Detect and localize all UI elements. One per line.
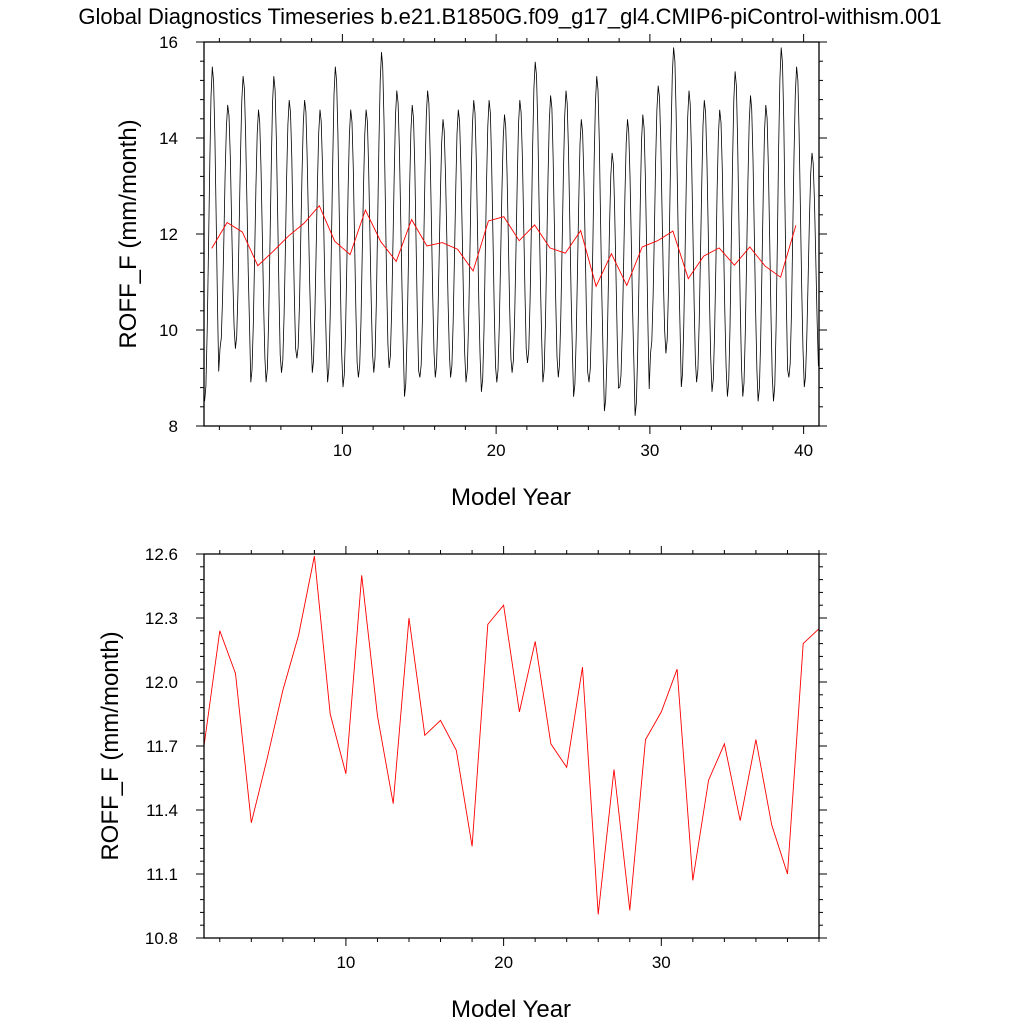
panel-2-x-axis-label: Model Year (451, 996, 571, 1023)
x-tick-label: 30 (652, 953, 671, 972)
y-tick-label: 12.3 (145, 609, 178, 628)
y-tick-label: 14 (159, 129, 178, 148)
y-tick-label: 16 (159, 33, 178, 52)
y-tick-label: 8 (169, 417, 178, 436)
panel-2-series (203, 556, 820, 915)
x-tick-label: 40 (794, 441, 813, 460)
panel-monthly-and-annual: 10 20 30 40 8 10 12 14 16 Model Year ROFF_F (mm/… (115, 33, 827, 511)
y-tick-label: 12.0 (145, 673, 178, 692)
y-tick-label: 11.4 (146, 801, 178, 820)
x-tick-label: 20 (487, 441, 506, 460)
panel-2-tick-labels: 10 20 30 10.8 11.1 11.4 11.7 12.0 12.3 12.6 (145, 545, 671, 972)
figure-title: Global Diagnostics Timeseries b.e21.B185… (78, 4, 941, 29)
series-annual-line (203, 556, 820, 915)
x-tick-label: 10 (336, 953, 355, 972)
panel-1-ticks (196, 34, 827, 434)
y-tick-label: 10 (159, 321, 178, 340)
series-monthly-line (204, 47, 819, 416)
panel-annual-mean: 10 20 30 10.8 11.1 11.4 11.7 12.0 12.3 12.6 Model… (97, 545, 827, 1023)
x-tick-label: 30 (640, 441, 659, 460)
panel-1-frame (203, 41, 820, 427)
y-tick-label: 10.8 (145, 929, 178, 948)
x-tick-label: 20 (494, 953, 513, 972)
panel-2-frame (203, 553, 820, 939)
panel-1-x-axis-label: Model Year (451, 484, 571, 511)
y-tick-label: 11.7 (146, 737, 178, 756)
panel-2-y-axis-label: ROFF_F (mm/month) (97, 631, 124, 860)
panel-1-y-axis-label: ROFF_F (mm/month) (115, 119, 142, 348)
y-tick-label: 11.1 (146, 865, 178, 884)
series-annual-line (211, 204, 797, 288)
x-tick-label: 10 (333, 441, 352, 460)
y-tick-label: 12.6 (145, 545, 178, 564)
panel-1-tick-labels: 10 20 30 40 8 10 12 14 16 (159, 33, 813, 460)
y-tick-label: 12 (159, 225, 178, 244)
panel-1-series (204, 47, 819, 416)
panel-2-ticks (196, 546, 827, 946)
